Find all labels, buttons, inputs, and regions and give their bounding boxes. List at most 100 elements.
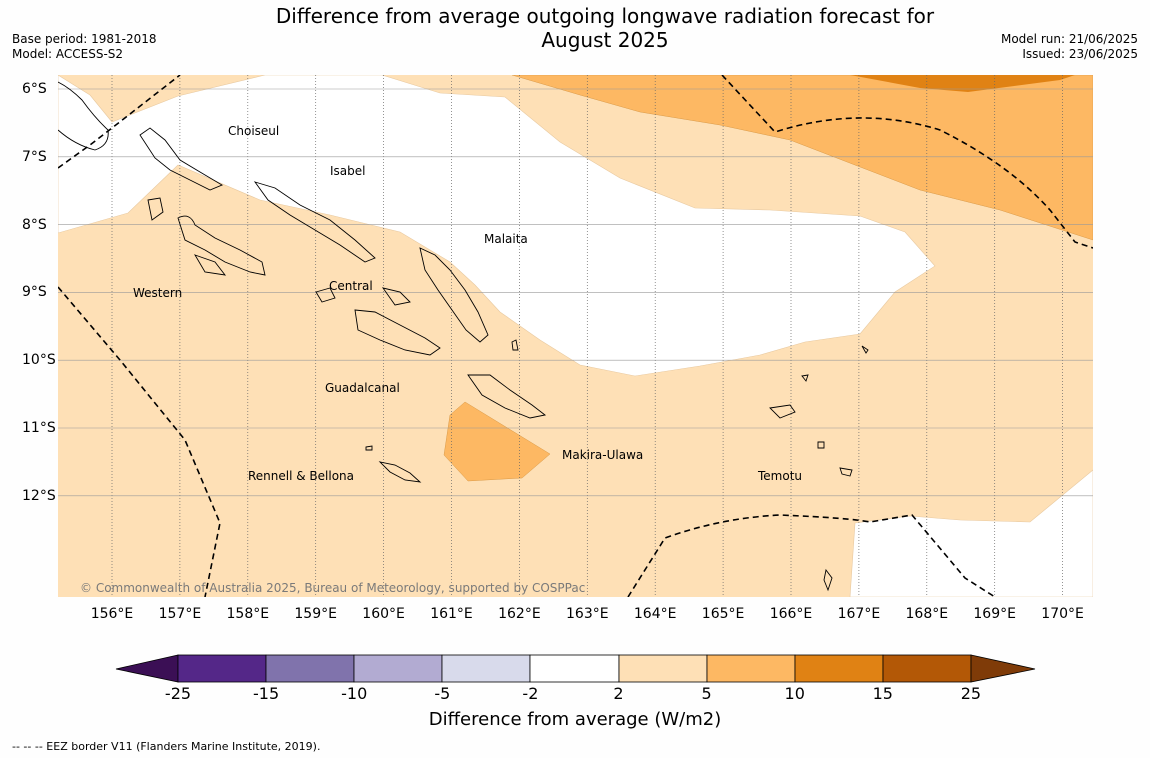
longitude-label: 167°E (837, 606, 881, 622)
colorbar-tick-label: -2 (522, 684, 539, 703)
colorbar-tick-label: -15 (253, 684, 280, 703)
colorbar-tick-label: -10 (341, 684, 368, 703)
colorbar-bin-7 (706, 654, 796, 683)
colorbar-bin-8 (794, 654, 884, 683)
island-utupua (817, 441, 825, 449)
colorbar (115, 654, 1036, 683)
island-choiseul (139, 127, 224, 191)
colorbar-extend-low (115, 654, 179, 683)
island-duff (801, 374, 809, 382)
island-reef (861, 345, 869, 354)
colorbar-ticks: -25 -15 -10 -5 -2 2 5 10 15 25 (0, 684, 1150, 704)
island-small-malaita (511, 339, 519, 351)
island-savo (315, 287, 336, 303)
colorbar-tick-label: -25 (164, 684, 192, 703)
colorbar-bin-2 (265, 654, 355, 683)
region-labels: Choiseul Isabel Malaita Western Central … (133, 124, 802, 483)
colorbar-tick-label: 25 (960, 684, 982, 703)
longitude-label: 159°E (294, 606, 337, 622)
latitude-label: 11°S (22, 420, 56, 436)
longitude-label: 170°E (1041, 606, 1084, 622)
longitude-label: 165°E (701, 606, 745, 622)
label-central: Central (329, 279, 373, 293)
longitude-label: 156°E (90, 606, 134, 622)
longitude-label: 169°E (973, 606, 1016, 622)
copyright-notice: © Commonwealth of Australia 2025, Bureau… (80, 581, 585, 595)
meta-left: Base period: 1981-2018 Model: ACCESS-S2 (12, 32, 157, 62)
eez-border-north (721, 75, 1093, 249)
island-vella (147, 197, 164, 221)
colorbar-label: Difference from average (W/m2) (428, 709, 722, 730)
colorbar-tick-label: 15 (872, 684, 893, 703)
longitude-label: 158°E (226, 606, 270, 622)
latitude-label: 6°S (22, 81, 47, 97)
eez-footnote: -- -- -- EEZ border V11 (Flanders Marine… (12, 740, 321, 753)
chart-title: Difference from average outgoing longwav… (250, 4, 960, 52)
island-florida (381, 287, 411, 306)
anomaly-10-15-region (850, 75, 1075, 92)
island-santa-cruz (769, 404, 796, 419)
near-average-region-se (849, 469, 1093, 597)
coastlines (58, 81, 869, 592)
colorbar-bin-4 (441, 654, 531, 683)
issued-date: Issued: 23/06/2025 (1022, 47, 1138, 61)
colorbar-bin-3 (353, 654, 443, 683)
latitude-label: 7°S (22, 148, 47, 165)
anomaly-5-10-region-ne (511, 75, 1093, 241)
island-tikopia (823, 568, 833, 592)
graticule (58, 75, 1093, 597)
meta-right: Model run: 21/06/2025 Issued: 23/06/2025 (1001, 32, 1138, 62)
model-name: Model: ACCESS-S2 (12, 47, 124, 61)
longitude-label: 157°E (158, 606, 202, 622)
island-vanikoro (839, 467, 853, 477)
label-rennell-bellona: Rennell & Bellona (248, 469, 354, 483)
longitude-label: 163°E (566, 606, 609, 622)
colorbar-bin-6 (618, 654, 708, 683)
label-temotu: Temotu (757, 469, 802, 483)
longitude-label: 166°E (769, 606, 813, 622)
near-average-region (58, 75, 936, 377)
island-rennell (378, 461, 422, 483)
colorbar-extend-high (970, 654, 1036, 683)
longitude-label: 161°E (430, 606, 473, 622)
longitude-label: 160°E (362, 606, 405, 622)
island-isabel (253, 181, 376, 263)
title-line-2: August 2025 (541, 28, 669, 52)
eez-border-south (627, 514, 996, 597)
map-area: Choiseul Isabel Malaita Western Central … (58, 75, 1093, 597)
eez-border-sw (58, 286, 221, 597)
latitude-label: 9°S (22, 284, 47, 301)
label-isabel: Isabel (330, 164, 365, 178)
eez-border (58, 75, 1093, 597)
colorbar-bin-9 (882, 654, 972, 683)
colorbar-tick-label: 10 (784, 684, 805, 703)
colorbar-bin-5 (529, 654, 620, 683)
latitude-label: 8°S (22, 216, 47, 233)
island-guadalcanal (354, 309, 441, 356)
island-rendova (193, 254, 227, 276)
anomaly-5-10-region-south (443, 401, 551, 482)
model-run: Model run: 21/06/2025 (1000, 32, 1138, 46)
island-makira (467, 374, 547, 419)
longitude-label: 162°E (498, 606, 541, 622)
latitude-label: 12°S (22, 487, 56, 504)
label-makira-ulawa: Makira-Ulawa (562, 448, 643, 462)
label-choiseul: Choiseul (228, 124, 279, 138)
colorbar-tick-label: -5 (434, 684, 451, 703)
island-bougainville (58, 81, 109, 151)
label-western: Western (133, 286, 182, 300)
label-guadalcanal: Guadalcanal (325, 381, 400, 395)
label-malaita: Malaita (484, 232, 528, 246)
colorbar-tick-label: 5 (701, 684, 712, 703)
colorbar-bin-1 (177, 654, 267, 683)
island-malaita (419, 247, 489, 343)
island-bellona (365, 445, 373, 451)
longitude-label: 168°E (905, 606, 949, 622)
base-period: Base period: 1981-2018 (12, 32, 157, 46)
latitude-label: 10°S (22, 352, 56, 369)
eez-border-nw (58, 75, 181, 169)
island-new-georgia (177, 215, 266, 276)
longitude-label: 164°E (633, 606, 677, 622)
colorbar-tick-label: 2 (613, 684, 624, 703)
